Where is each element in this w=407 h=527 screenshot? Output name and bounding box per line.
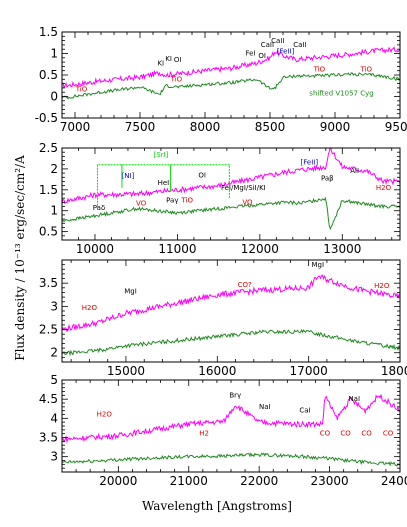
y-tick-label: 1	[50, 204, 58, 218]
spectral-line-label: Paβ	[321, 175, 334, 183]
spectral-line-label: CaII	[293, 41, 306, 49]
spectral-line-label: TiO	[359, 66, 372, 74]
y-tick-label: 0.5	[39, 225, 58, 239]
spectral-line-label: FeI	[245, 50, 255, 58]
y-tick-label: 1.5	[39, 183, 58, 197]
spectral-line-label: H2	[199, 430, 209, 438]
spectral-line-label: CaI	[299, 407, 310, 415]
spectral-line-label: HeI	[158, 179, 170, 187]
panels: 7000 7500 8000 8500 9000 9500 -0.5 0 0.5 1 1.5 TiO K…	[35, 25, 407, 488]
panel-4: 20000 21000 22000 23000 24000 3 3.5 4 4.5 5 H2O H2 B…	[39, 373, 407, 488]
spectral-line-label: CO	[320, 430, 331, 438]
plot-frame	[61, 259, 401, 363]
series-line-target	[62, 394, 400, 444]
panel-2: 10000 11000 12000 13000 0.5 1 1.5 2 2.5 [SrI] [NI]…	[39, 141, 401, 256]
spectral-line-label: Brγ	[229, 391, 241, 399]
y-tick-label: 2.5	[39, 323, 58, 337]
x-tick-label: 8500	[255, 120, 286, 134]
series-line-target	[62, 148, 400, 205]
x-tick-label: 20000	[99, 474, 137, 488]
series-line-comparison	[62, 72, 400, 100]
series-line-comparison	[62, 328, 400, 357]
spectral-line-label: TiO	[181, 196, 194, 204]
x-tick-label: 12000	[241, 242, 279, 256]
x-tick-label: 16000	[198, 364, 236, 378]
y-tick-label: 2.5	[39, 141, 58, 155]
x-tick-label: 21000	[170, 474, 208, 488]
x-tick-label: 13000	[323, 242, 361, 256]
spectral-line-label: [FeII]	[301, 159, 319, 167]
x-tick-label: 23000	[310, 474, 348, 488]
y-tick-label: 5	[50, 373, 58, 387]
series-line-comparison	[62, 196, 400, 231]
x-axis-label: Wavelength [Angstroms]	[142, 499, 292, 513]
spectral-line-label: FeI/MgI/SiI/KI	[221, 184, 266, 192]
spectral-line-label: [FeII]	[277, 48, 295, 56]
spectral-line-label: H2O	[97, 410, 113, 418]
y-tick-label: 4	[50, 411, 58, 425]
panel-1: 7000 7500 8000 8500 9000 9500 -0.5 0 0.5 1 1.5 TiO K…	[35, 25, 407, 134]
spectral-line-label: MgI	[124, 287, 137, 295]
spectral-line-label: H2O	[82, 304, 98, 312]
spectral-line-label: Paγ	[166, 196, 178, 204]
spectral-line-label: NaI	[259, 403, 271, 411]
x-tick-label: 18000	[381, 364, 407, 378]
spectral-line-label: [SrI]	[153, 151, 168, 159]
y-tick-label: 0	[50, 90, 58, 104]
y-tick-label: 3.5	[39, 431, 58, 445]
y-tick-label: 3	[50, 299, 58, 313]
srI-bracket	[96, 164, 230, 209]
spectral-line-label: OI	[174, 56, 182, 64]
spectral-line-label: Paδ	[93, 204, 105, 212]
y-tick-label: 1	[50, 47, 58, 61]
spectral-line-label: CO	[361, 430, 372, 438]
x-tick-label: 15000	[107, 364, 145, 378]
y-tick-label: 0.5	[39, 68, 58, 82]
spectral-line-label: H2O	[376, 184, 392, 192]
spectral-line-label: OI	[258, 52, 266, 60]
series-line-target	[62, 274, 400, 333]
x-tick-label: 9500	[385, 120, 407, 134]
y-tick-label: 2	[50, 346, 58, 360]
spectral-line-label: [NI]	[122, 172, 135, 180]
spectral-line-label: CaII	[271, 37, 284, 45]
spectral-line-label: TiO	[75, 85, 88, 93]
spectral-line-label: VO	[242, 198, 253, 206]
spectral-line-label: CO	[340, 430, 351, 438]
spectral-line-label: CO?	[238, 281, 252, 289]
series-line-target	[62, 46, 400, 89]
y-tick-label: 3.5	[39, 276, 58, 290]
y-tick-label: 1.5	[39, 25, 58, 39]
y-tick-label: 2	[50, 162, 58, 176]
x-tick-label: 9000	[320, 120, 351, 134]
spectral-line-label: VO	[136, 200, 147, 208]
y-tick-label: 3	[50, 450, 58, 464]
x-tick-label: 22000	[240, 474, 278, 488]
y-axis-label: Flux density / 10⁻¹³ erg/sec/cm²/A	[13, 155, 27, 361]
x-tick-label: 7000	[60, 120, 91, 134]
x-tick-label: 24000	[381, 474, 407, 488]
panel-3: 15000 16000 17000 18000 2 2.5 3 3.5 MgI H2O CO? MgI…	[39, 259, 407, 378]
spectral-line-label: AlI	[350, 167, 359, 175]
x-tick-label: 11000	[158, 242, 196, 256]
spectral-line-label: TiO	[170, 75, 183, 83]
x-tick-label: 8000	[190, 120, 221, 134]
x-tick-label: 17000	[290, 364, 328, 378]
y-tick-label: -0.5	[35, 111, 58, 125]
y-tick-label: 4.5	[39, 392, 58, 406]
x-tick-label: 10000	[76, 242, 114, 256]
spectral-line-label: KI	[157, 60, 164, 68]
series-line-comparison	[62, 451, 400, 467]
spectral-line-label: CO	[383, 430, 394, 438]
spectral-line-label: H2O	[374, 282, 390, 290]
spectral-line-label: shifted V1057 Cyg	[309, 90, 373, 98]
spectral-line-label: NaI	[348, 395, 360, 403]
spectral-line-label: CaII	[261, 41, 274, 49]
spectral-line-label: MgI	[312, 261, 325, 269]
spectral-line-label: KI	[165, 55, 172, 63]
spectral-line-label: TiO	[313, 66, 326, 74]
spectral-line-label: OI	[198, 171, 206, 179]
x-tick-label: 7500	[125, 120, 156, 134]
